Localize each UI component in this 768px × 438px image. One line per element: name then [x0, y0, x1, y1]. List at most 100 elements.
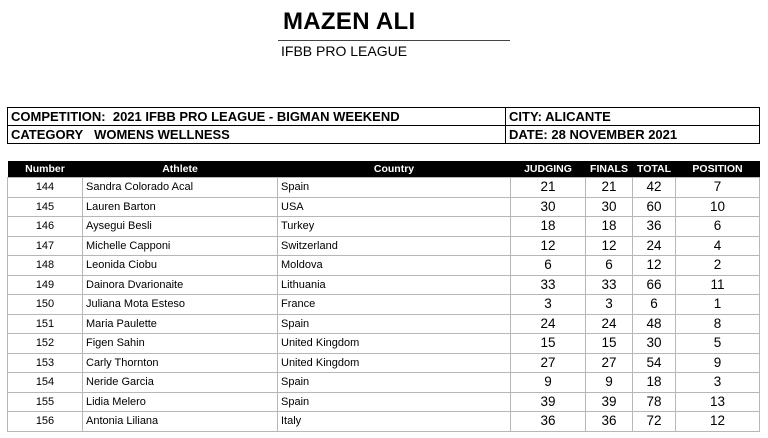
- competition-value: 2021 IFBB PRO LEAGUE - BIGMAN WEEKEND: [112, 109, 400, 124]
- cell-number: 154: [7, 372, 83, 393]
- cell-number: 148: [7, 255, 83, 276]
- cell-judging: 39: [510, 391, 586, 412]
- cell-judging: 24: [510, 313, 586, 334]
- cell-finals: 39: [585, 391, 633, 412]
- cell-position: 8: [675, 313, 760, 334]
- results-table: Number Athlete Country JUDGING FINALS TO…: [7, 161, 760, 432]
- cell-finals: 24: [585, 313, 633, 334]
- cell-country: Spain: [277, 177, 511, 198]
- cell-athlete: Lauren Barton: [82, 196, 278, 217]
- competition-label: COMPETITION:: [11, 109, 106, 124]
- cell-country: USA: [277, 196, 511, 217]
- city-label: CITY:: [509, 109, 542, 124]
- cell-country: Moldova: [277, 255, 511, 276]
- table-row: 148 Leonida Ciobu Moldova 6 6 12 2: [7, 255, 760, 276]
- cell-total: 24: [632, 235, 676, 256]
- judge-name: MAZEN ALI: [283, 8, 416, 35]
- cell-number: 155: [7, 391, 83, 412]
- cell-athlete: Sandra Colorado Acal: [82, 177, 278, 198]
- cell-judging: 21: [510, 177, 586, 198]
- cell-total: 72: [632, 411, 676, 432]
- cell-finals: 9: [585, 372, 633, 393]
- cell-country: Turkey: [277, 216, 511, 237]
- table-row: 154 Neride Garcia Spain 9 9 18 3: [7, 372, 760, 393]
- cell-athlete: Michelle Capponi: [82, 235, 278, 256]
- category-value: WOMENS WELLNESS: [94, 127, 230, 142]
- cell-country: Spain: [277, 372, 511, 393]
- cell-number: 144: [7, 177, 83, 198]
- cell-number: 150: [7, 294, 83, 315]
- cell-judging: 6: [510, 255, 586, 276]
- cell-position: 10: [675, 196, 760, 217]
- cell-position: 9: [675, 352, 760, 373]
- cell-athlete: Antonia Liliana: [82, 411, 278, 432]
- cell-judging: 27: [510, 352, 586, 373]
- cell-finals: 36: [585, 411, 633, 432]
- cell-athlete: Carly Thornton: [82, 352, 278, 373]
- cell-athlete: Lidia Melero: [82, 391, 278, 412]
- cell-total: 54: [632, 352, 676, 373]
- header-athlete: Athlete: [82, 161, 278, 178]
- cell-athlete: Leonida Ciobu: [82, 255, 278, 276]
- table-row: 149 Dainora Dvarionaite Lithuania 33 33 …: [7, 274, 760, 295]
- competition-row: COMPETITION: 2021 IFBB PRO LEAGUE - BIGM…: [7, 107, 760, 126]
- cell-athlete: Dainora Dvarionaite: [82, 274, 278, 295]
- header-position: POSITION: [675, 161, 760, 178]
- cell-athlete: Juliana Mota Esteso: [82, 294, 278, 315]
- date-value: 28 NOVEMBER 2021: [551, 127, 678, 142]
- cell-finals: 27: [585, 352, 633, 373]
- city-cell: CITY: ALICANTE: [505, 107, 760, 126]
- header-finals: FINALS: [585, 161, 633, 178]
- cell-country: Italy: [277, 411, 511, 432]
- judge-organization: IFBB PRO LEAGUE: [281, 43, 408, 59]
- header-number: Number: [7, 161, 83, 178]
- cell-position: 1: [675, 294, 760, 315]
- cell-judging: 36: [510, 411, 586, 432]
- cell-judging: 18: [510, 216, 586, 237]
- table-row: 147 Michelle Capponi Switzerland 12 12 2…: [7, 235, 760, 256]
- cell-position: 4: [675, 235, 760, 256]
- cell-finals: 3: [585, 294, 633, 315]
- cell-number: 153: [7, 352, 83, 373]
- cell-finals: 30: [585, 196, 633, 217]
- cell-finals: 33: [585, 274, 633, 295]
- cell-country: Switzerland: [277, 235, 511, 256]
- cell-total: 6: [632, 294, 676, 315]
- cell-judging: 12: [510, 235, 586, 256]
- cell-finals: 6: [585, 255, 633, 276]
- cell-position: 2: [675, 255, 760, 276]
- cell-judging: 33: [510, 274, 586, 295]
- cell-total: 42: [632, 177, 676, 198]
- cell-country: Spain: [277, 391, 511, 412]
- cell-position: 12: [675, 411, 760, 432]
- cell-total: 12: [632, 255, 676, 276]
- cell-number: 152: [7, 333, 83, 354]
- category-cell: CATEGORY WOMENS WELLNESS: [7, 125, 506, 144]
- date-label: DATE:: [509, 127, 548, 142]
- cell-position: 6: [675, 216, 760, 237]
- cell-country: Lithuania: [277, 274, 511, 295]
- results-header-row: Number Athlete Country JUDGING FINALS TO…: [7, 161, 760, 178]
- table-row: 146 Aysegui Besli Turkey 18 18 36 6: [7, 216, 760, 237]
- cell-finals: 15: [585, 333, 633, 354]
- cell-number: 156: [7, 411, 83, 432]
- table-row: 150 Juliana Mota Esteso France 3 3 6 1: [7, 294, 760, 315]
- cell-athlete: Neride Garcia: [82, 372, 278, 393]
- city-value: ALICANTE: [545, 109, 611, 124]
- cell-total: 60: [632, 196, 676, 217]
- cell-number: 147: [7, 235, 83, 256]
- cell-total: 48: [632, 313, 676, 334]
- table-row: 145 Lauren Barton USA 30 30 60 10: [7, 196, 760, 217]
- cell-total: 66: [632, 274, 676, 295]
- judge-underline: [278, 40, 510, 41]
- cell-position: 3: [675, 372, 760, 393]
- header-country: Country: [277, 161, 511, 178]
- competition-cell: COMPETITION: 2021 IFBB PRO LEAGUE - BIGM…: [7, 107, 506, 126]
- cell-athlete: Figen Sahin: [82, 333, 278, 354]
- table-row: 156 Antonia Liliana Italy 36 36 72 12: [7, 411, 760, 432]
- cell-finals: 21: [585, 177, 633, 198]
- cell-number: 146: [7, 216, 83, 237]
- table-row: 144 Sandra Colorado Acal Spain 21 21 42 …: [7, 177, 760, 198]
- cell-country: France: [277, 294, 511, 315]
- cell-position: 11: [675, 274, 760, 295]
